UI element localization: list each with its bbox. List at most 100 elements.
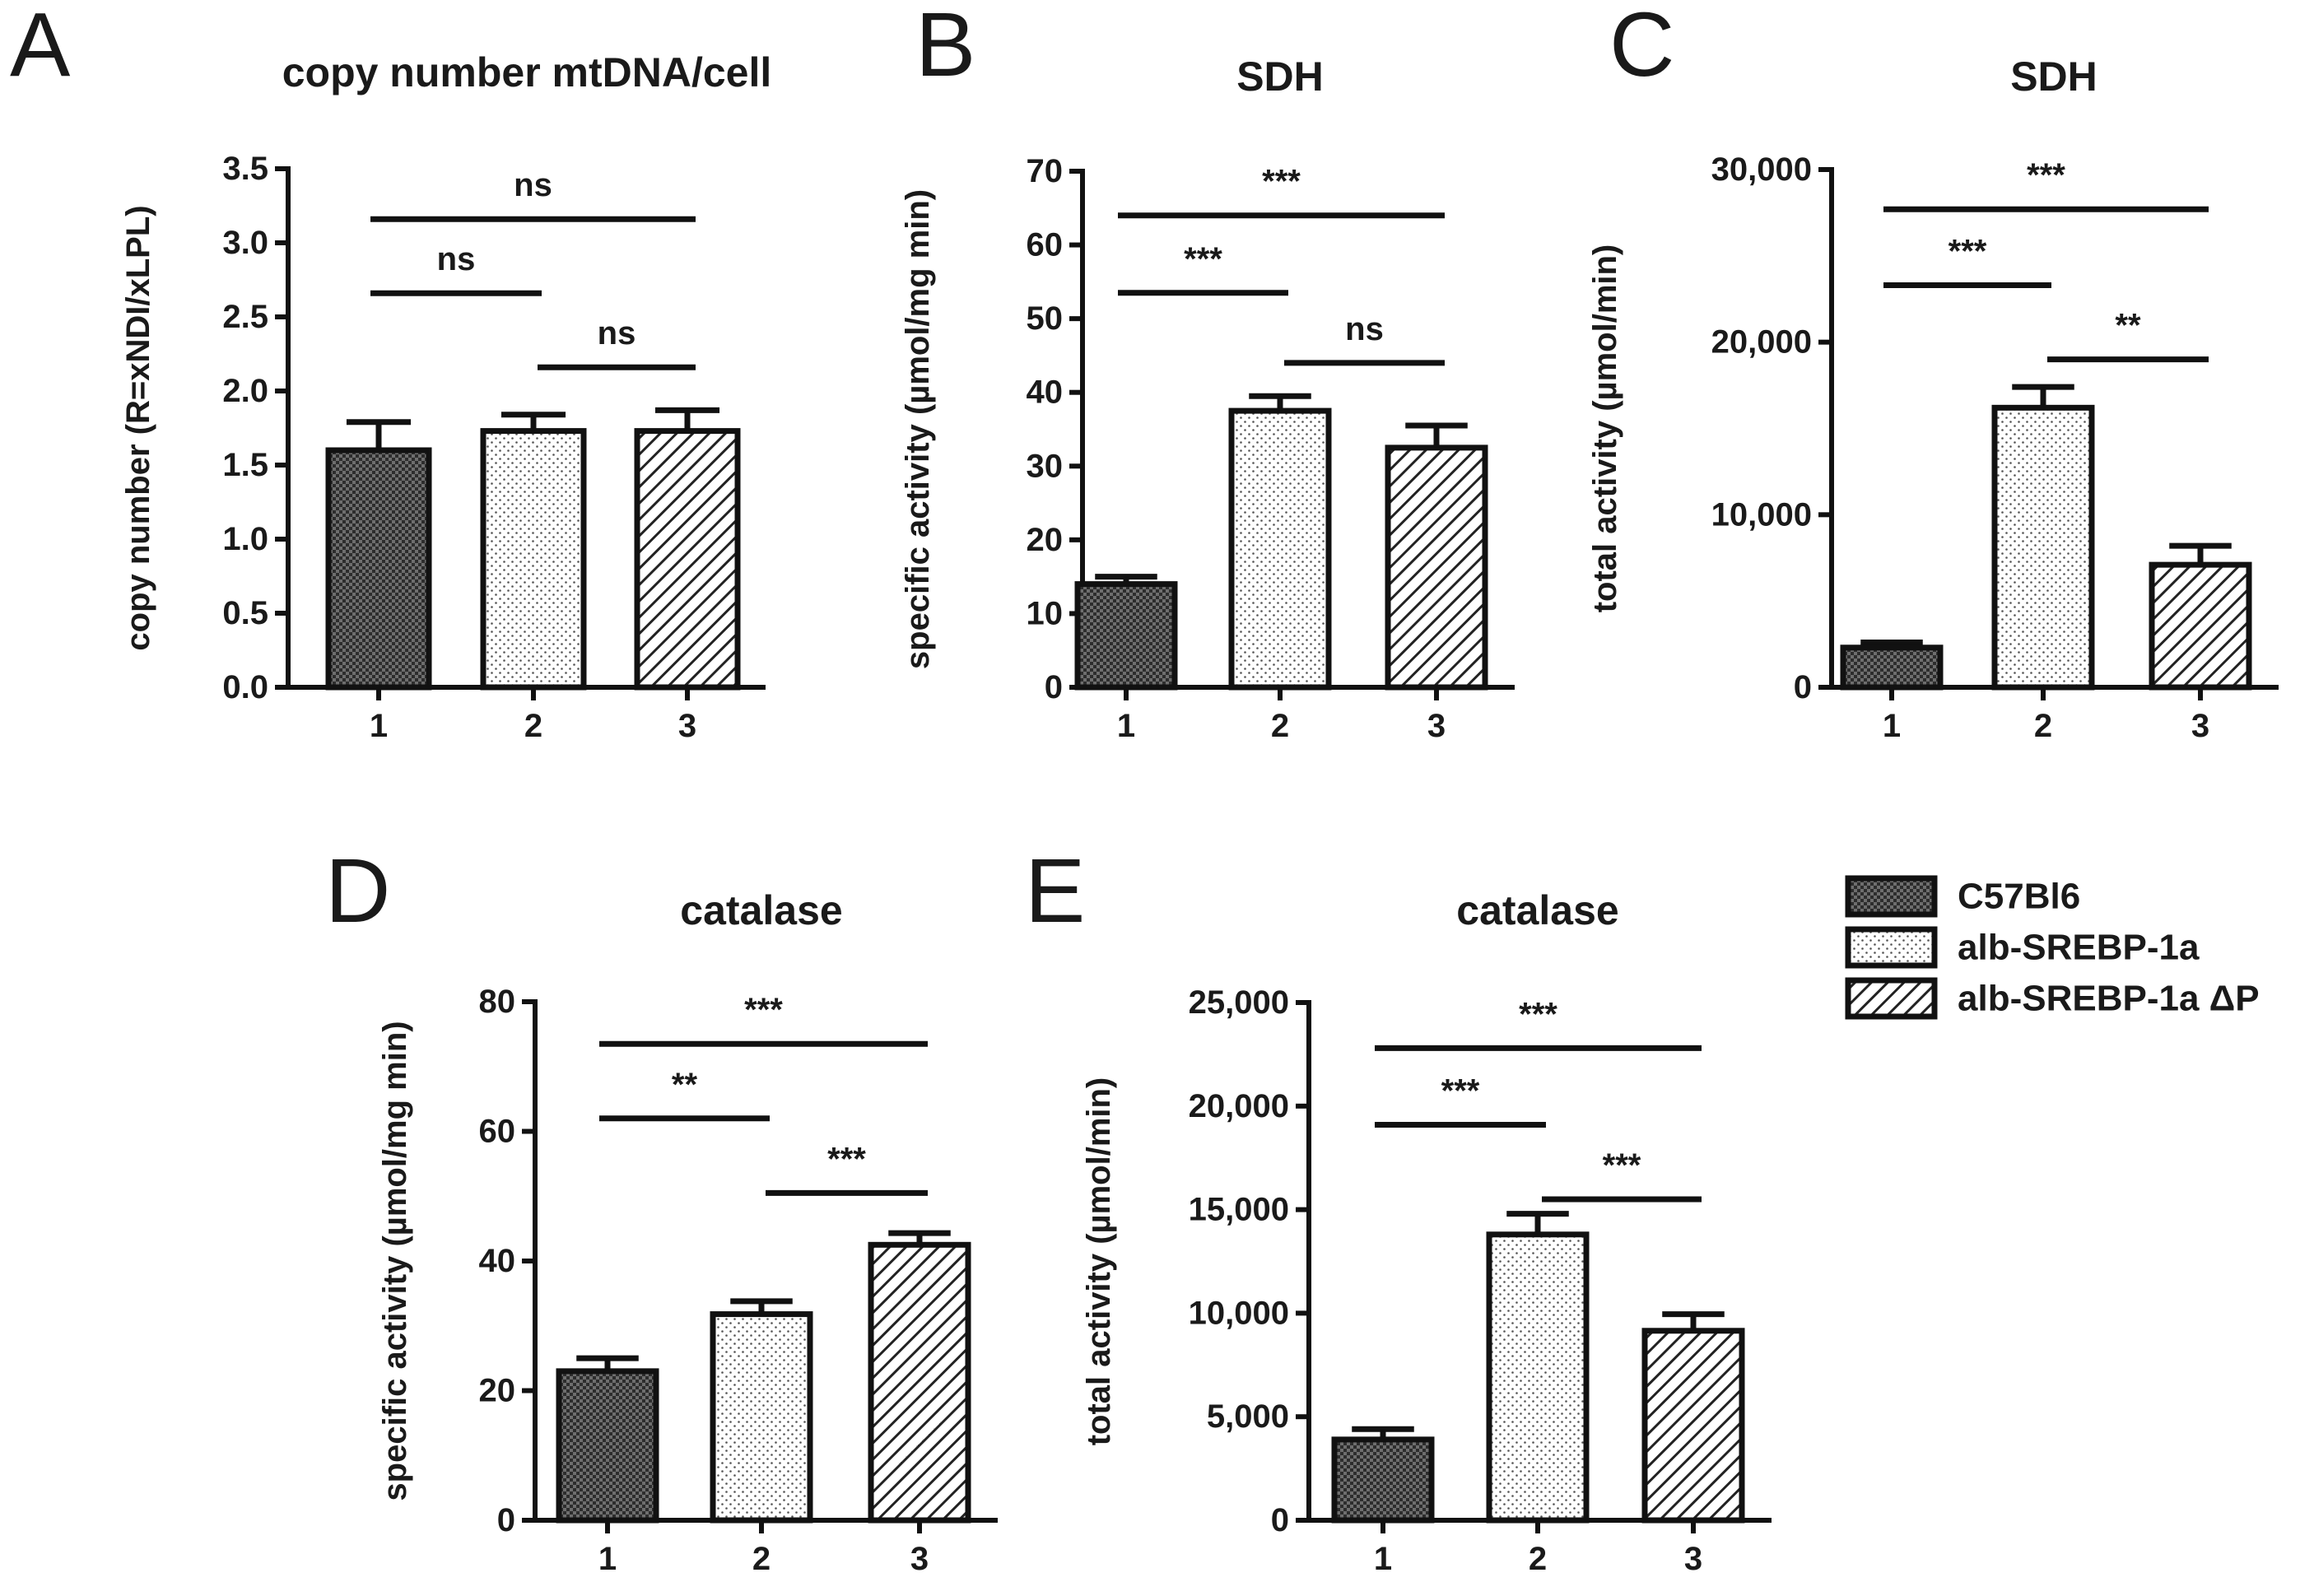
- bar-e-2: [1486, 1231, 1590, 1524]
- y-tick-label: 2.0: [222, 373, 268, 409]
- y-tick-label: 80: [479, 984, 516, 1020]
- significance-label: **: [2115, 308, 2141, 344]
- y-tick-label: 50: [1027, 300, 1064, 337]
- y-tick-label: 0: [1045, 669, 1063, 705]
- chart-title: catalase: [1456, 887, 1618, 933]
- significance-label: ***: [1519, 996, 1557, 1032]
- panel-letter: B: [915, 0, 975, 95]
- significance-label: ***: [1949, 233, 1987, 269]
- legend-label: alb-SREBP-1a: [1958, 928, 2200, 968]
- significance-label: ns: [1345, 311, 1384, 347]
- x-tick-label: 1: [370, 708, 388, 744]
- x-tick-label: 3: [678, 708, 696, 744]
- x-tick-label: 2: [1529, 1541, 1547, 1577]
- panel-letter: C: [1609, 0, 1674, 95]
- legend-swatch: [1845, 977, 1938, 1020]
- y-tick-label: 0: [1794, 669, 1812, 705]
- y-tick-label: 20: [479, 1373, 516, 1409]
- bar-a-3: [634, 428, 741, 691]
- y-tick-label: 30,000: [1711, 151, 1812, 188]
- bar-b-1: [1074, 581, 1178, 691]
- legend-swatch: [1845, 926, 1938, 969]
- significance-label: ***: [2027, 157, 2065, 193]
- panel-b: B SDH specific activity (µmol/mg min) 0 10 20…: [900, 0, 1515, 744]
- chart-title: copy number mtDNA/cell: [282, 49, 772, 95]
- panel-letter: E: [1025, 840, 1085, 942]
- y-tick-label: 60: [479, 1114, 516, 1150]
- y-tick-label: 60: [1027, 227, 1064, 263]
- y-tick-label: 30: [1027, 448, 1064, 484]
- y-tick-label: 10: [1027, 595, 1064, 631]
- bar-d-2: [710, 1311, 813, 1524]
- y-tick-label: 0: [497, 1502, 515, 1538]
- legend-swatch: [1845, 875, 1938, 918]
- significance-label: ***: [1603, 1147, 1641, 1184]
- y-tick-label: 3.5: [222, 151, 268, 187]
- y-tick-label: 25,000: [1189, 984, 1289, 1021]
- panel-letter: A: [10, 0, 71, 95]
- y-axis-label: copy number (R=xNDI/xLPL): [120, 205, 156, 650]
- bar-b-3: [1385, 444, 1488, 691]
- y-tick-label: 5,000: [1207, 1398, 1289, 1435]
- x-tick-label: 2: [1271, 708, 1289, 744]
- x-tick-label: 3: [2191, 708, 2209, 744]
- y-tick-label: 20: [1027, 522, 1064, 558]
- bar-e-1: [1331, 1436, 1435, 1524]
- y-tick-label: 0: [1271, 1502, 1289, 1538]
- x-tick-label: 1: [1374, 1541, 1392, 1577]
- significance-label: ***: [744, 992, 783, 1028]
- x-tick-label: 3: [1684, 1541, 1702, 1577]
- x-tick-label: 1: [1883, 708, 1901, 744]
- y-axis-label: specific activity (µmol/mg min): [377, 1021, 413, 1501]
- y-tick-label: 10,000: [1189, 1295, 1289, 1331]
- y-tick-label: 10,000: [1711, 496, 1812, 533]
- legend-label: C57Bl6: [1958, 877, 2080, 917]
- bar-a-2: [480, 428, 587, 691]
- significance-label: ***: [1441, 1073, 1480, 1109]
- x-tick-label: 1: [598, 1541, 617, 1577]
- y-axis-label: total activity (µmol/min): [1081, 1077, 1117, 1446]
- y-tick-label: 70: [1027, 153, 1064, 189]
- y-tick-label: 0.5: [222, 595, 268, 631]
- x-tick-label: 1: [1117, 708, 1135, 744]
- significance-label: ns: [514, 167, 552, 203]
- x-tick-label: 2: [2034, 708, 2052, 744]
- y-axis-label: total activity (µmol/min): [1587, 244, 1623, 613]
- bar-d-1: [556, 1368, 659, 1524]
- bar-c-2: [1991, 404, 2095, 691]
- chart-title: SDH: [2010, 54, 2097, 100]
- x-tick-label: 3: [1427, 708, 1446, 744]
- y-tick-label: 3.0: [222, 225, 268, 261]
- legend: C57Bl6 alb-SREBP-1a alb-SREBP-1a ΔP: [1845, 875, 2260, 1020]
- x-tick-label: 2: [524, 708, 542, 744]
- y-tick-label: 20,000: [1189, 1088, 1289, 1124]
- significance-label: ***: [1262, 164, 1301, 200]
- bar-c-1: [1840, 644, 1944, 691]
- x-tick-label: 3: [910, 1541, 929, 1577]
- significance-label: ***: [1184, 241, 1222, 277]
- significance-label: ns: [598, 315, 636, 351]
- significance-label: **: [672, 1067, 698, 1103]
- panel-c: C SDH total activity (µmol/min) 0 10,000 20,0…: [1587, 0, 2279, 744]
- y-tick-label: 1.0: [222, 521, 268, 557]
- bar-a-1: [325, 447, 432, 691]
- bar-b-2: [1228, 407, 1332, 691]
- panel-letter: D: [325, 840, 390, 942]
- bar-c-3: [2149, 561, 2252, 691]
- y-tick-label: 0.0: [222, 669, 268, 705]
- y-tick-label: 20,000: [1711, 324, 1812, 361]
- y-tick-label: 1.5: [222, 447, 268, 483]
- y-axis-label: specific activity (µmol/mg min): [900, 189, 936, 669]
- chart-title: catalase: [680, 887, 842, 933]
- significance-label: ns: [437, 241, 476, 277]
- legend-label: alb-SREBP-1a ΔP: [1958, 979, 2260, 1019]
- y-tick-label: 2.5: [222, 299, 268, 335]
- y-tick-label: 15,000: [1189, 1192, 1289, 1228]
- y-tick-label: 40: [1027, 375, 1064, 411]
- bar-e-3: [1641, 1328, 1745, 1524]
- x-tick-label: 2: [752, 1541, 771, 1577]
